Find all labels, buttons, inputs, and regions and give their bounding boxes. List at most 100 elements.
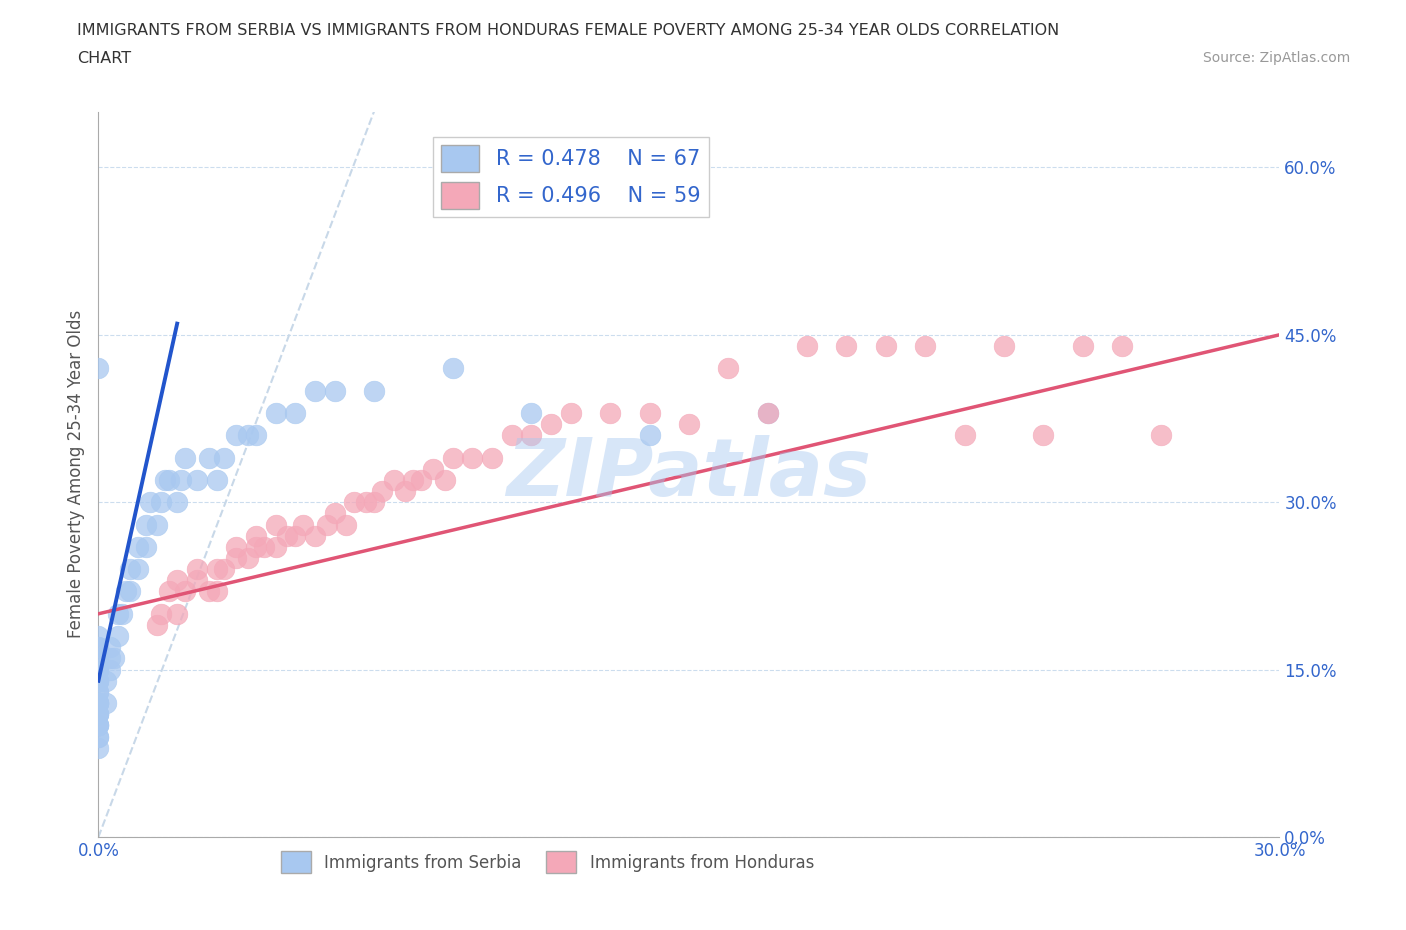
Point [174,450,197,465]
Point [150,606,173,621]
Text: IMMIGRANTS FROM SERBIA VS IMMIGRANTS FROM HONDURAS FEMALE POVERTY AMONG 25-34 YE: IMMIGRANTS FROM SERBIA VS IMMIGRANTS FRO… [77,23,1060,38]
Point [138,495,160,510]
Point [796,339,818,353]
Point [422,461,444,476]
Point [253,539,276,554]
Point [236,428,259,443]
Point [107,629,129,644]
Point [186,573,208,588]
Point [323,383,346,398]
Point [520,405,543,420]
Point [520,428,543,443]
Point [875,339,897,353]
Point [155,472,177,487]
Point [87,684,110,699]
Point [323,506,346,521]
Point [166,573,188,588]
Point [87,696,110,711]
Point [501,428,523,443]
Point [87,696,110,711]
Point [118,562,141,577]
Point [363,495,385,510]
Point [87,707,110,722]
Point [205,584,228,599]
Point [87,696,110,711]
Point [87,718,110,733]
Point [402,472,425,487]
Point [343,495,366,510]
Point [103,651,125,666]
Point [225,551,247,565]
Point [87,629,110,644]
Point [441,450,464,465]
Point [205,562,228,577]
Point [174,584,197,599]
Point [87,651,110,666]
Point [87,640,110,655]
Point [186,472,208,487]
Y-axis label: Female Poverty Among 25-34 Year Olds: Female Poverty Among 25-34 Year Olds [66,311,84,638]
Point [87,707,110,722]
Point [225,539,247,554]
Point [87,696,110,711]
Point [87,718,110,733]
Point [197,584,219,599]
Point [107,606,129,621]
Point [98,640,121,655]
Point [1111,339,1133,353]
Point [214,562,236,577]
Point [264,539,287,554]
Point [87,651,110,666]
Point [560,405,582,420]
Point [87,684,110,699]
Point [993,339,1015,353]
Point [186,562,208,577]
Point [87,673,110,688]
Point [315,517,337,532]
Point [150,495,173,510]
Point [170,472,193,487]
Point [87,640,110,655]
Point [371,484,394,498]
Point [276,528,298,543]
Text: Source: ZipAtlas.com: Source: ZipAtlas.com [1202,51,1350,65]
Point [87,707,110,722]
Point [284,405,307,420]
Point [363,383,385,398]
Point [717,361,740,376]
Point [118,584,141,599]
Point [96,673,118,688]
Point [146,618,169,632]
Point [245,428,267,443]
Point [441,361,464,376]
Point [236,551,259,565]
Point [638,428,661,443]
Point [146,517,169,532]
Point [87,662,110,677]
Point [87,729,110,744]
Point [115,584,138,599]
Point [292,517,315,532]
Point [264,517,287,532]
Point [166,495,188,510]
Point [433,472,456,487]
Point [1071,339,1094,353]
Point [225,428,247,443]
Point [245,528,267,543]
Point [87,673,110,688]
Point [98,651,121,666]
Point [87,718,110,733]
Point [87,361,110,376]
Point [411,472,433,487]
Point [157,472,180,487]
Point [382,472,405,487]
Point [96,696,118,711]
Point [111,606,134,621]
Point [214,450,236,465]
Point [166,606,188,621]
Point [756,405,779,420]
Point [304,383,326,398]
Point [335,517,357,532]
Point [87,662,110,677]
Point [1150,428,1173,443]
